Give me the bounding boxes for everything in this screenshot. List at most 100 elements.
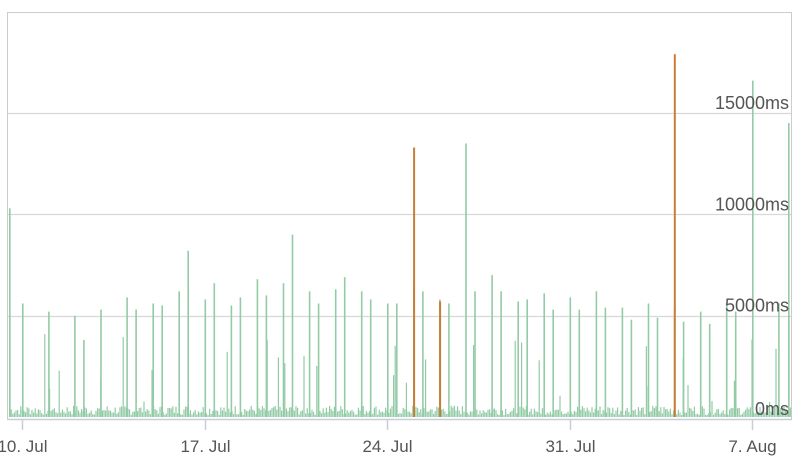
background-bar (609, 408, 611, 417)
background-bar (460, 414, 462, 417)
background-bar (117, 412, 119, 417)
background-bar (551, 414, 553, 417)
data-bar (369, 299, 372, 417)
background-bar (562, 414, 564, 417)
background-bar (324, 412, 326, 417)
background-bar (575, 411, 577, 417)
background-bar (586, 407, 588, 417)
background-bar (661, 413, 663, 417)
background-bar (295, 406, 297, 417)
background-bar (479, 410, 481, 417)
background-bar (340, 406, 342, 417)
background-bar (58, 370, 60, 417)
background-bar (666, 409, 668, 417)
background-bar (585, 411, 587, 417)
background-bar (759, 407, 761, 417)
background-bar (458, 410, 460, 417)
background-bar (447, 413, 449, 417)
background-bar (713, 414, 715, 417)
background-bar (580, 409, 582, 417)
background-bar (401, 413, 403, 417)
background-bar (133, 411, 135, 417)
background-bar (761, 411, 763, 417)
background-bar (151, 370, 153, 417)
background-bar (407, 411, 409, 417)
background-bar (615, 410, 617, 417)
background-bar (306, 408, 308, 417)
background-bar (786, 412, 788, 417)
background-bar (777, 412, 779, 417)
data-bar (526, 299, 528, 417)
x-tick-label: 7. Aug (728, 437, 776, 456)
background-bar (205, 413, 207, 417)
background-bar (412, 405, 414, 417)
background-bar (636, 414, 638, 417)
data-bar (413, 147, 416, 417)
background-bar (743, 411, 745, 417)
background-bar (404, 409, 406, 417)
background-bar (129, 409, 131, 417)
background-bar (749, 407, 751, 417)
background-bar (221, 410, 223, 417)
background-bar (762, 411, 764, 417)
background-bar (202, 407, 204, 417)
data-bar (422, 291, 424, 417)
data-bar (788, 123, 790, 417)
background-bar (373, 407, 375, 417)
background-bar (767, 405, 769, 417)
background-bar (756, 408, 758, 417)
background-bar (105, 410, 107, 417)
background-bar (330, 409, 332, 417)
background-bar (228, 408, 230, 417)
background-bar (764, 412, 766, 417)
background-bar (191, 414, 193, 417)
background-bar (716, 409, 718, 417)
background-bar (108, 410, 110, 417)
background-bar (73, 405, 75, 417)
background-bar (681, 415, 683, 417)
background-bar (577, 406, 579, 417)
background-bar (93, 414, 95, 417)
background-bar (741, 413, 743, 417)
background-bar (602, 410, 604, 417)
background-bar (628, 411, 630, 417)
background-bar (634, 409, 636, 417)
background-bar (473, 345, 475, 417)
background-bar (245, 410, 247, 417)
data-bar (682, 321, 685, 417)
background-bar (612, 407, 614, 417)
y-tick-label: 10000ms (715, 194, 789, 214)
background-bar (181, 414, 183, 417)
background-bar (429, 409, 431, 417)
background-bar (597, 410, 599, 417)
background-bar (225, 411, 227, 417)
background-bar (89, 412, 91, 417)
background-bar (114, 407, 116, 417)
data-bar (734, 311, 737, 417)
background-bar (589, 412, 591, 417)
background-bar (332, 411, 334, 417)
background-bar (199, 412, 201, 417)
background-bar (639, 410, 641, 417)
background-bar (277, 357, 279, 417)
background-bar (170, 408, 172, 417)
background-bar (594, 408, 596, 417)
background-bar (90, 410, 92, 417)
x-tick-label: 24. Jul (362, 437, 412, 456)
data-bar (22, 303, 24, 417)
background-bar (140, 407, 142, 417)
background-bar (37, 409, 39, 417)
background-bar (780, 408, 782, 417)
data-bar (543, 293, 545, 417)
background-bar (564, 413, 566, 417)
data-bar (656, 317, 659, 417)
background-bar (164, 414, 166, 417)
background-bar (338, 410, 340, 417)
background-bar (708, 413, 710, 417)
background-bar (757, 412, 759, 417)
data-bar (83, 340, 85, 417)
background-bar (485, 412, 487, 417)
background-bar (372, 413, 374, 417)
background-bar (687, 385, 689, 417)
background-bar (567, 411, 569, 417)
